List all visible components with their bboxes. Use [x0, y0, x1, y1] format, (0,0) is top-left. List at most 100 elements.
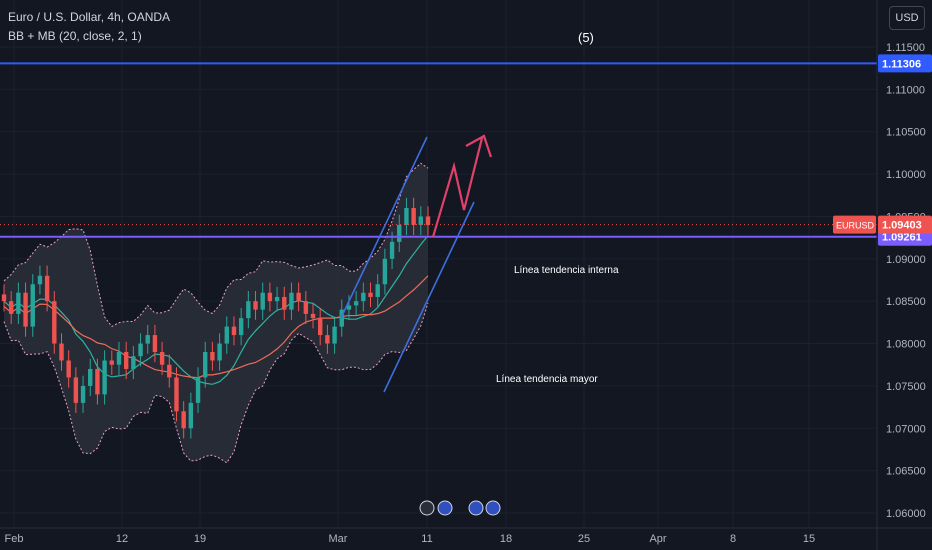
candle-body — [8, 301, 14, 314]
candle-body — [145, 335, 150, 344]
candle-body — [102, 360, 107, 395]
candle-body — [346, 305, 352, 310]
candle-body — [375, 284, 380, 297]
candle-body — [325, 335, 330, 344]
candle-body — [131, 356, 136, 369]
candle-body — [188, 402, 194, 429]
annotation-text: Línea tendencia mayor — [496, 374, 598, 385]
candle-body — [274, 296, 280, 302]
candle-body — [116, 352, 122, 365]
candle-body — [109, 360, 114, 365]
candle-body — [389, 241, 395, 259]
candle-body — [203, 352, 208, 378]
candle-body — [30, 284, 35, 327]
symbol-tag-label: EURUSD — [836, 221, 875, 231]
candle-body — [195, 377, 201, 403]
level-price-label: 1.09261 — [882, 232, 922, 244]
event-icon — [437, 500, 453, 516]
date-tick-label: 12 — [116, 533, 128, 545]
symbol-tag — [833, 215, 876, 234]
projection-arrow-path — [431, 137, 484, 238]
bollinger-bands — [3, 162, 429, 464]
date-tick-label: 19 — [194, 533, 206, 545]
price-tick-label: 1.06500 — [886, 466, 926, 478]
candle-body — [231, 326, 237, 336]
candle-body — [167, 364, 172, 378]
price-tick-label: 1.07000 — [886, 423, 926, 435]
candle-body — [368, 292, 373, 297]
candle-body — [282, 296, 287, 310]
candle-body — [181, 411, 186, 429]
candle-body — [404, 207, 409, 225]
price-tick-label: 1.09000 — [886, 254, 926, 266]
bb-lower-line — [3, 302, 429, 464]
candle-body — [411, 207, 416, 225]
candle-body — [289, 292, 294, 310]
price-axis: 1.115001.110001.105001.100001.095001.090… — [833, 0, 932, 550]
price-tick-label: 1.11500 — [886, 42, 925, 54]
price-tick-label: 1.06000 — [886, 508, 926, 520]
candle-body — [353, 301, 359, 306]
candle-body — [418, 216, 424, 225]
candle-body — [332, 326, 337, 344]
candle-body — [123, 352, 129, 369]
chart-legend: Euro / U.S. Dollar, 4h, OANDA BB + MB (2… — [8, 8, 170, 46]
candle-body — [159, 352, 165, 365]
candle-body — [253, 301, 258, 310]
bb-upper-line — [3, 162, 429, 328]
annotation-text: Línea tendencia interna — [514, 265, 619, 276]
candle-body — [210, 352, 215, 361]
annotation-text: (5) — [578, 30, 594, 45]
last-price-tag — [878, 215, 932, 234]
price-tick-label: 1.07500 — [886, 381, 926, 393]
candle-body — [224, 326, 229, 344]
candle-body — [397, 224, 402, 242]
candle-body — [246, 301, 251, 319]
event-icon — [419, 500, 435, 516]
candle-body — [318, 318, 323, 336]
candle-body — [296, 292, 301, 302]
indicator-label[interactable]: BB + MB (20, close, 2, 1) — [8, 29, 142, 43]
candle-body — [16, 292, 21, 314]
last-price-label: 1.09403 — [882, 220, 922, 232]
projection-arrow-head — [465, 134, 493, 158]
candle-body — [267, 292, 273, 302]
candle-body — [37, 275, 43, 285]
candle-body — [425, 216, 431, 225]
candle-body — [174, 377, 179, 412]
currency-button[interactable]: USD — [889, 6, 925, 30]
candle-body — [52, 301, 57, 344]
price-tick-label: 1.10500 — [886, 127, 926, 139]
candle-body — [59, 343, 64, 361]
price-tick-label: 1.08000 — [886, 339, 926, 351]
candle-body — [95, 368, 100, 395]
chart-grid — [0, 0, 877, 528]
time-axis: Feb 12 19 Mar 11 18 25 Apr 8 15 — [0, 527, 932, 545]
bb-basis-line — [3, 235, 429, 385]
candle-body — [310, 313, 316, 319]
symbol-title[interactable]: Euro / U.S. Dollar, 4h, OANDA — [8, 10, 171, 24]
candle-body — [44, 275, 50, 302]
date-tick-label: 25 — [578, 533, 590, 545]
date-tick-label: 18 — [500, 533, 512, 545]
date-tick-label: Feb — [5, 533, 24, 545]
candle-body — [73, 377, 79, 403]
price-tick-label: 1.10000 — [886, 169, 926, 181]
event-icon — [485, 500, 501, 516]
candle-body — [1, 294, 7, 302]
date-tick-label: 11 — [421, 533, 432, 545]
candlestick-series — [1, 197, 431, 439]
date-tick-label: Apr — [649, 533, 666, 545]
candle-body — [23, 292, 28, 327]
date-tick-label: Mar — [329, 533, 348, 545]
candle-body — [303, 301, 309, 314]
price-tick-label: 1.08500 — [886, 296, 926, 308]
candle-body — [152, 335, 158, 353]
bb-fill — [4, 163, 428, 463]
candle-body — [88, 368, 93, 386]
candle-body — [260, 292, 265, 310]
candle-body — [138, 343, 143, 357]
level-price-label: 1.11306 — [882, 58, 921, 70]
